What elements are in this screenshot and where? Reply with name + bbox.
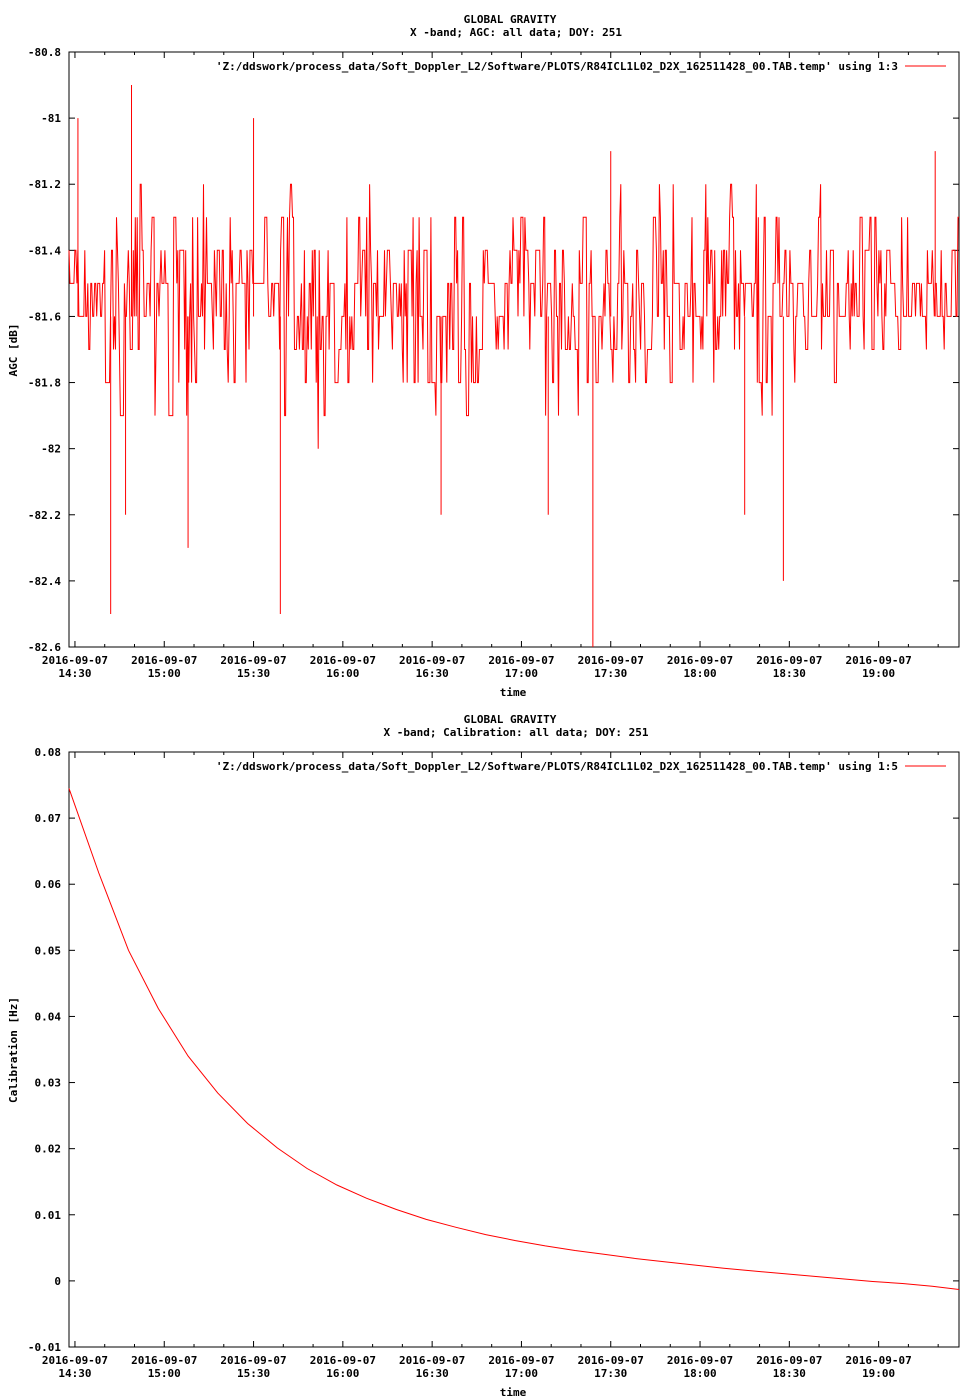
y-tick-label: 0.07 (35, 812, 62, 825)
calibration-chart: GLOBAL GRAVITY X -band; Calibration: all… (7, 713, 960, 1399)
plot-frame (68, 751, 960, 1348)
y-tick-label: -81.4 (28, 244, 61, 257)
y-tick-label: -81.2 (28, 178, 61, 191)
y-tick-label: -82.2 (28, 509, 61, 522)
x-tick-date: 2016-09-07 (756, 1354, 822, 1367)
y-tick-label: -82.4 (28, 575, 61, 588)
x-axis-label: time (500, 1386, 527, 1399)
y-tick-label: 0.03 (35, 1077, 62, 1090)
x-tick-time: 16:30 (416, 667, 449, 680)
x-tick-date: 2016-09-07 (220, 1354, 286, 1367)
x-axis: 2016-09-0714:302016-09-0715:002016-09-07… (42, 52, 939, 680)
x-tick-time: 19:00 (862, 667, 895, 680)
x-tick-time: 18:30 (773, 667, 806, 680)
x-tick-time: 15:00 (148, 667, 181, 680)
x-tick-date: 2016-09-07 (846, 1354, 912, 1367)
chart-title: GLOBAL GRAVITY (464, 713, 557, 726)
y-tick-label: -81.6 (28, 310, 61, 323)
x-tick-time: 16:30 (416, 1367, 449, 1380)
x-tick-date: 2016-09-07 (310, 1354, 376, 1367)
y-tick-label: 0.04 (35, 1010, 62, 1023)
chart-subtitle: X -band; Calibration: all data; DOY: 251 (384, 726, 649, 739)
x-axis: 2016-09-0714:302016-09-0715:002016-09-07… (42, 752, 939, 1380)
legend-label: 'Z:/ddswork/process_data/Soft_Doppler_L2… (216, 760, 898, 773)
x-tick-time: 18:00 (683, 1367, 716, 1380)
x-tick-date: 2016-09-07 (399, 654, 465, 667)
x-tick-date: 2016-09-07 (310, 654, 376, 667)
y-tick-label: -82 (41, 443, 61, 456)
x-axis-label: time (500, 686, 527, 699)
x-tick-date: 2016-09-07 (667, 1354, 733, 1367)
x-tick-date: 2016-09-07 (756, 654, 822, 667)
x-tick-time: 14:30 (58, 667, 91, 680)
y-tick-label: 0.02 (35, 1143, 62, 1156)
chart-subtitle: X -band; AGC: all data; DOY: 251 (410, 26, 622, 39)
x-tick-time: 17:30 (594, 667, 627, 680)
y-tick-label: 0.05 (35, 944, 62, 957)
y-tick-label: 0.08 (35, 746, 62, 759)
x-tick-time: 18:30 (773, 1367, 806, 1380)
x-tick-time: 19:00 (862, 1367, 895, 1380)
x-tick-date: 2016-09-07 (578, 654, 644, 667)
y-axis: 0.08 0.07 0.06 0.05 0.04 0.03 0.02 0.01 0 -0.01 (28, 746, 959, 1354)
plot-frame (68, 51, 960, 648)
y-tick-label: -82.6 (28, 641, 61, 654)
x-tick-time: 18:00 (683, 667, 716, 680)
y-tick-label: -80.8 (28, 46, 61, 59)
x-tick-time: 14:30 (58, 1367, 91, 1380)
y-tick-label: 0 (54, 1275, 61, 1288)
y-axis: -80.8 -81 -81.2 -81.4 -81.6 -81.8 -82 -82.2 -82.… (28, 46, 959, 654)
y-tick-label: -81 (41, 112, 61, 125)
x-tick-time: 15:00 (148, 1367, 181, 1380)
x-tick-time: 16:00 (326, 667, 359, 680)
x-tick-date: 2016-09-07 (846, 654, 912, 667)
x-tick-time: 16:00 (326, 1367, 359, 1380)
x-tick-date: 2016-09-07 (220, 654, 286, 667)
x-tick-date: 2016-09-07 (488, 1354, 554, 1367)
series-line (68, 183, 959, 449)
agc-chart: GLOBAL GRAVITY X -band; AGC: all data; D… (7, 13, 960, 699)
x-tick-time: 17:00 (505, 667, 538, 680)
x-tick-date: 2016-09-07 (399, 1354, 465, 1367)
x-tick-date: 2016-09-07 (131, 654, 197, 667)
x-tick-time: 15:30 (237, 667, 270, 680)
x-tick-date: 2016-09-07 (131, 1354, 197, 1367)
y-tick-label: -81.8 (28, 377, 61, 390)
x-tick-date: 2016-09-07 (42, 1354, 108, 1367)
chart-title: GLOBAL GRAVITY (464, 13, 557, 26)
legend-label: 'Z:/ddswork/process_data/Soft_Doppler_L2… (216, 60, 898, 73)
y-tick-label: -0.01 (28, 1341, 61, 1354)
x-tick-time: 17:00 (505, 1367, 538, 1380)
series-layer (68, 85, 959, 647)
y-axis-label: AGC [dB] (7, 324, 20, 377)
x-tick-time: 17:30 (594, 1367, 627, 1380)
x-tick-date: 2016-09-07 (578, 1354, 644, 1367)
y-tick-label: 0.01 (35, 1209, 62, 1222)
x-tick-date: 2016-09-07 (667, 654, 733, 667)
x-tick-date: 2016-09-07 (42, 654, 108, 667)
series-layer (68, 788, 960, 1290)
x-tick-time: 15:30 (237, 1367, 270, 1380)
series-line (68, 788, 960, 1290)
x-tick-date: 2016-09-07 (488, 654, 554, 667)
y-tick-label: 0.06 (35, 878, 62, 891)
y-axis-label: Calibration [Hz] (7, 997, 20, 1103)
